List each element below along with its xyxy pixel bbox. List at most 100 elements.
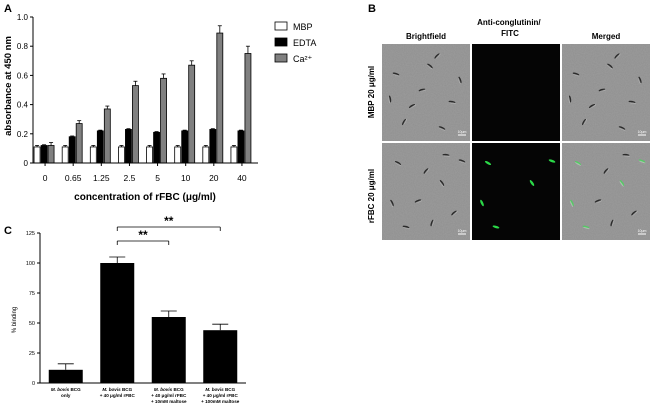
bacterium-halo [435,53,441,59]
y-axis-label-c: % binding [12,307,18,333]
bar-2 [75,123,83,164]
bacterium [392,72,400,76]
fluorescent-cell [548,159,556,163]
bar-1 [153,131,160,164]
bacterium-halo [419,89,427,92]
column-header-brightfield: Brightfield [406,32,446,41]
bar-1 [125,129,132,164]
bacterium-halo [582,226,590,230]
row-label-mbp: MBP 20 μg/ml [367,66,376,118]
bar-0 [61,146,69,164]
y-tick-label: 0.8 [17,42,29,51]
bacterium [430,219,434,227]
fluorescent-cell [529,180,535,186]
bar [151,317,186,383]
bacterium-halo [572,73,580,77]
bacterium-halo [395,162,402,166]
legend-swatch [274,37,288,47]
significance-annotations: ** ** [116,214,221,245]
bacterium [598,88,606,92]
bar-1 [237,130,245,164]
legend-label: EDTA [293,38,316,48]
bacterium [638,159,646,163]
bacterium [572,72,580,76]
panel-label-b: B [368,3,376,15]
bar-0 [33,146,41,164]
significance-label: ** [138,228,148,242]
x-tick-label: 1.25 [93,173,110,183]
y-tick-label: 0 [32,381,35,387]
microscopy-grid: 10μm 10μm 10μm 10μm [382,44,650,240]
bacterium-halo [628,102,636,104]
bacterium [458,76,462,84]
bacterium-halo [615,53,621,59]
bacterium-halo [568,96,571,104]
bar-0 [118,146,125,164]
x-tick-label: 2.5 [124,173,136,183]
bacterium [439,180,445,186]
bacterium-halo [638,77,641,85]
legend-swatch [274,21,288,31]
panel-label-a: A [4,3,12,15]
bacterium [610,219,614,227]
bacterium [423,168,429,174]
y-tick-label: 100 [26,261,35,267]
bar-2 [244,53,252,164]
bacterium [414,199,422,203]
bar-2 [188,64,196,164]
bar-0 [202,146,210,164]
y-tick-label: 0.6 [17,71,29,80]
bacterium [402,118,406,126]
bacterium [631,210,637,216]
bar-2 [216,32,224,164]
bar [48,369,83,383]
y-tick-label: 25 [29,351,35,357]
bacterium-halo [452,211,458,216]
bar-1 [96,130,104,164]
bacterium-halo [589,104,597,109]
fluorescent-cell [480,199,484,207]
bars-c [48,256,238,383]
bacterium-halo [438,127,446,131]
bar [203,330,238,383]
bacterium-halo [604,168,610,174]
bacterium-halo [583,118,587,125]
fluorescent-cell [492,225,500,229]
scale-bar-label: 10μm [458,130,467,134]
y-tick-label: 0.4 [17,101,29,110]
scale-bar-label: 10μm [638,229,647,233]
bacterium-halo [599,89,607,92]
bacterium-halo [595,200,603,203]
bacterium [408,104,416,108]
bacterium-halo [458,77,461,85]
bacterium-halo [403,118,407,125]
bacterium [582,225,590,229]
bacterium [390,199,394,207]
x-axis-c: M. bovis BCG only M. bovis BCG + 40 μg/ml r… [40,382,246,404]
bacterium-halo [448,102,456,104]
bacterium [434,53,440,59]
bar-1 [209,129,217,164]
bacterium-halo [458,160,466,164]
bacterium-halo [409,104,417,109]
bacterium [570,199,574,207]
bacterium [418,88,426,92]
bacterium-halo [619,181,624,187]
legend-label: MBP [293,22,313,32]
bar-0 [89,146,97,164]
x-tick-label: M. bovis BCG + 40 μg/ml rFBC [100,387,136,398]
bacterium [614,53,620,59]
fluorescence-image [472,44,560,141]
bacterium [588,104,596,108]
x-tick-label: M. bovis BCG + 40 μg/ml rFBC + 100mM malto… [201,387,240,404]
bacterium-halo [415,200,423,203]
bacterium-halo [443,155,451,157]
bacterium-halo [569,200,574,208]
y-tick-label: 0 [24,159,29,168]
y-tick-label: 75 [29,291,35,297]
bacterium-halo [618,127,626,131]
bacterium-halo [439,181,444,187]
scale-bar-label: 10μm [638,130,647,134]
bacterium [451,210,457,216]
